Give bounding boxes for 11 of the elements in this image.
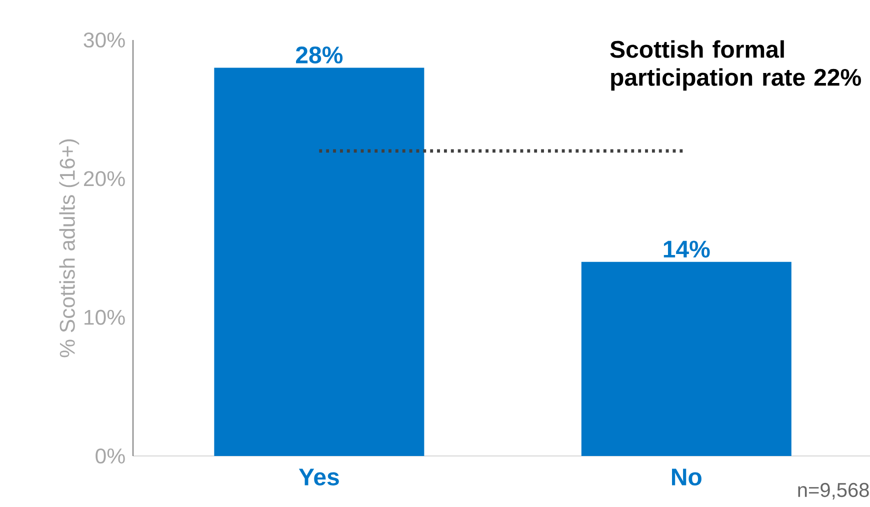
y-tick-label: 30% [84, 32, 125, 48]
x-tick-label: No [672, 468, 702, 486]
x-tick-label: Yes [298, 468, 339, 486]
y-tick-label: 10% [84, 310, 125, 325]
text: n=9,568 [798, 482, 869, 500]
data-label: 28% [296, 46, 343, 64]
y-axis-title: % Scottish adults (16+) [59, 139, 80, 358]
ref-line-label: Scottish formal participation rate 22% [610, 40, 861, 91]
y-tick-label: 20% [84, 171, 125, 186]
y-tick-label: 0% [96, 448, 125, 464]
data-label: 14% [664, 240, 710, 258]
